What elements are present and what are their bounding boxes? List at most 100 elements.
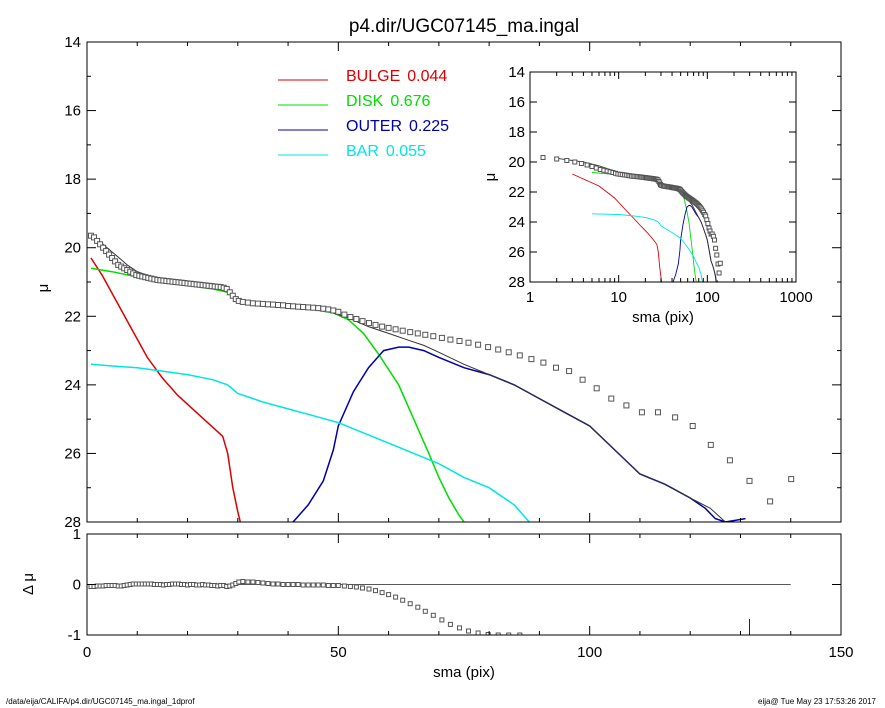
residual-point [250, 579, 256, 585]
residual-point [315, 582, 321, 588]
data-point [422, 331, 429, 338]
main-data-layer [88, 232, 795, 522]
residual-y-tick-label: -1 [68, 627, 81, 644]
residual-point [353, 584, 359, 590]
data-point [239, 298, 246, 305]
data-point [223, 285, 230, 292]
data-point [638, 409, 645, 416]
inset-y-tick-label: 18 [508, 124, 525, 141]
footer-path: /data/eija/CALIFA/p4.dir/UGC07145_ma.ing… [6, 697, 195, 706]
residual-point [439, 617, 445, 623]
data-point [341, 311, 348, 318]
inset-data-point [554, 156, 560, 162]
residual-point [466, 628, 471, 634]
data-point [516, 352, 523, 359]
residual-point [245, 579, 251, 585]
inset-data-point [714, 252, 720, 258]
x-axis-label: sma (pix) [433, 664, 495, 681]
legend: BULGE 0.044 DISK 0.676 OUTER 0.225 BAR 0.055 [278, 68, 449, 160]
data-point [330, 307, 337, 314]
residual-point [255, 580, 261, 585]
data-point [465, 339, 472, 346]
residual-point [295, 582, 301, 587]
main-panel: 14 16 18 20 22 24 26 28 μ [35, 34, 842, 531]
data-point [392, 326, 399, 333]
residual-y-tick-label: 0 [73, 577, 81, 594]
data-point [275, 302, 281, 308]
inset-series-line-bulge [572, 173, 663, 282]
inset-data-point [540, 155, 546, 160]
residual-point [400, 597, 406, 603]
inset-data-point [572, 159, 578, 165]
inset-data-layer [540, 155, 723, 282]
data-point [91, 234, 97, 241]
inset-y-tick-label: 28 [508, 274, 525, 291]
inset-y-tick-label: 24 [508, 214, 525, 231]
legend-label: DISK 0.676 [346, 93, 430, 110]
data-point [407, 329, 414, 336]
data-point [689, 423, 696, 429]
data-point [475, 341, 482, 348]
residual-point [275, 581, 281, 587]
residual-point [495, 632, 501, 635]
data-point [290, 303, 297, 310]
y-tick-label: 14 [64, 34, 81, 51]
data-point [353, 316, 360, 322]
inset-y-tick-label: 14 [508, 64, 525, 81]
data-point [249, 300, 256, 307]
data-point [767, 498, 774, 505]
inset-y-tick-label: 20 [508, 154, 525, 171]
inset-panel: 1 10 100 1000 14 16 18 20 22 24 26 28 sma (pix) μ [482, 64, 813, 326]
data-point [566, 368, 573, 375]
main-y-axis-label: μ [35, 284, 52, 293]
y-tick-label: 20 [64, 240, 81, 257]
x-tick-label: 150 [828, 644, 853, 661]
inset-data-point [593, 165, 599, 171]
residual-point [447, 621, 453, 627]
y-tick-label: 26 [64, 445, 81, 462]
inset-data-point [716, 270, 722, 276]
data-point [414, 330, 421, 337]
data-point [746, 477, 753, 484]
data-point [244, 299, 251, 306]
inset-x-tick-label: 10 [610, 289, 627, 306]
data-point [379, 323, 386, 330]
data-point [112, 258, 119, 265]
residual-point [330, 583, 336, 588]
inset-ticks: 1 10 100 1000 14 16 18 20 22 24 26 28 [508, 64, 812, 306]
residual-point [310, 582, 316, 588]
data-point [300, 304, 307, 310]
data-point [672, 414, 679, 421]
inset-x-tick-label: 100 [695, 289, 720, 306]
y-tick-label: 16 [64, 103, 81, 120]
x-tick-label: 50 [330, 644, 347, 661]
data-point [399, 327, 406, 334]
residual-y-axis-label: Δ μ [20, 573, 37, 595]
chart-title: p4.dir/UGC07145_ma.ingal [349, 16, 579, 37]
series-line-bar [90, 363, 530, 522]
residual-point [260, 580, 266, 586]
residual-point [422, 608, 428, 614]
inset-axes-frame [529, 71, 797, 283]
residual-point [280, 582, 286, 587]
data-point [259, 300, 266, 307]
inset-data-point [584, 162, 590, 168]
data-point [315, 305, 322, 312]
series-line-bulge [90, 257, 242, 522]
data-point [325, 306, 332, 313]
legend-label: BAR 0.055 [346, 143, 426, 160]
legend-label: OUTER 0.225 [346, 118, 449, 135]
residual-point [407, 601, 413, 607]
series-line-outer [292, 346, 746, 522]
residual-point [517, 632, 523, 635]
y-tick-label: 18 [64, 171, 81, 188]
residual-y-tick-label: 1 [73, 526, 81, 543]
inset-data-point [717, 260, 723, 266]
data-point [655, 409, 661, 416]
data-point [456, 338, 463, 344]
x-tick-label: 100 [577, 644, 602, 661]
residual-point [335, 583, 341, 588]
data-point [608, 395, 615, 402]
inset-data-point [589, 164, 595, 169]
